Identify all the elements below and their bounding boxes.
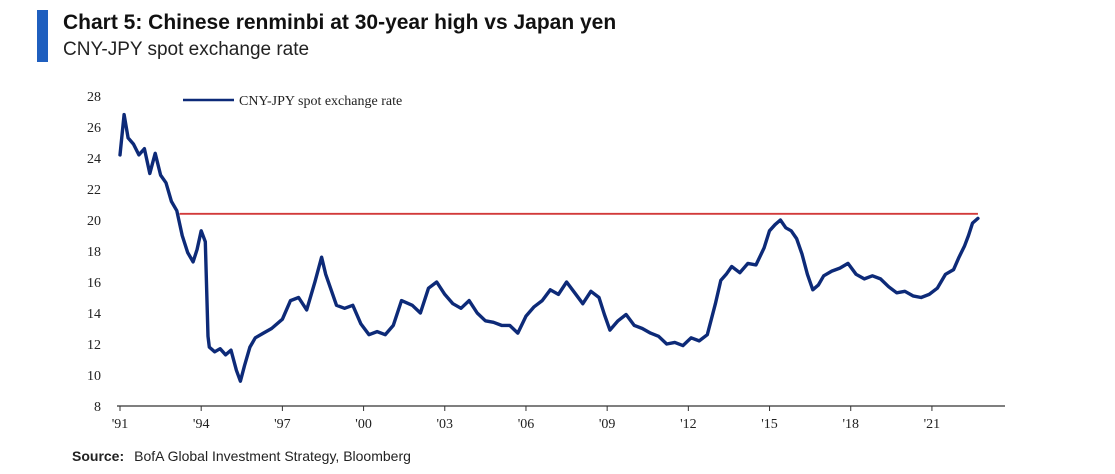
chart-title: Chart 5: Chinese renminbi at 30-year hig… (63, 11, 617, 34)
x-tick-label: '91 (112, 417, 129, 432)
x-tick-label: '21 (924, 417, 941, 432)
x-tick-label: '00 (355, 417, 372, 432)
y-tick-label: 28 (87, 90, 101, 105)
y-tick-label: 22 (87, 183, 101, 198)
y-tick-label: 26 (87, 121, 101, 136)
x-tick-label: '03 (437, 417, 454, 432)
chart-plot: 8 10 12 14 16 18 20 22 24 26 28 '91 '94 '97 '00 '03 '06 '… (87, 90, 1005, 432)
source-note: Source: BofA Global Investment Strategy, … (72, 448, 411, 464)
chart-subtitle: CNY-JPY spot exchange rate (63, 39, 310, 60)
x-tick-label: '15 (761, 417, 778, 432)
x-tick-label: '18 (842, 417, 859, 432)
y-tick-label: 8 (94, 400, 101, 415)
series-line (118, 112, 980, 383)
y-tick-label: 20 (87, 214, 101, 229)
y-tick-label: 12 (87, 338, 101, 353)
source-label: Source: (72, 448, 125, 464)
source-text: BofA Global Investment Strategy, Bloombe… (134, 448, 411, 464)
x-tick-label: '12 (680, 417, 697, 432)
x-tick-label: '94 (193, 417, 210, 432)
x-tick-label: '09 (599, 417, 616, 432)
axes: 8 10 12 14 16 18 20 22 24 26 28 '91 '94 '97 '00 '03 '06 '… (87, 90, 1005, 432)
x-tick-label: '06 (518, 417, 535, 432)
y-tick-label: 24 (87, 152, 101, 167)
y-tick-label: 18 (87, 245, 101, 260)
legend: CNY-JPY spot exchange rate (183, 94, 402, 109)
y-tick-label: 14 (87, 307, 101, 322)
legend-label: CNY-JPY spot exchange rate (239, 94, 402, 109)
x-tick-label: '97 (274, 417, 291, 432)
title-accent-bar (37, 10, 48, 62)
y-tick-label: 10 (87, 369, 101, 384)
series-layer (118, 112, 980, 383)
y-tick-label: 16 (87, 276, 101, 291)
